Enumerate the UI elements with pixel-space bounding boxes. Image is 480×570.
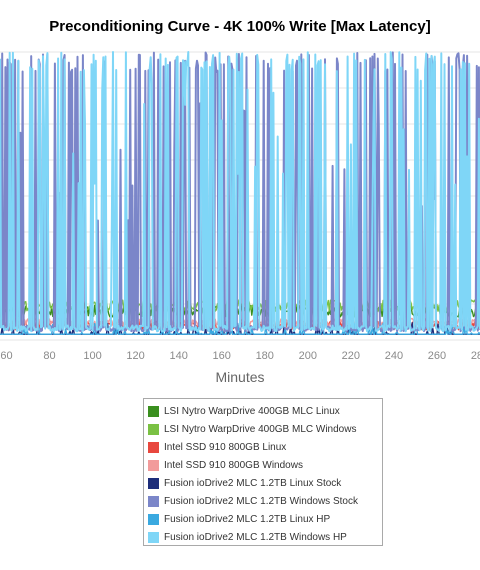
legend-item: Fusion ioDrive2 MLC 1.2TB Windows HP: [144, 528, 382, 546]
legend-swatch: [148, 405, 159, 417]
legend-item: Fusion ioDrive2 MLC 1.2TB Linux Stock: [144, 474, 382, 492]
legend-swatch: [148, 531, 159, 543]
legend-swatch: [148, 477, 159, 489]
series-line-fusion-iodrive2-mlc-1-2tb-linux-hp: [0, 322, 480, 335]
legend-label: Fusion ioDrive2 MLC 1.2TB Linux Stock: [164, 477, 342, 489]
x-tick-label: 100: [83, 350, 101, 362]
legend-swatch: [148, 423, 159, 435]
legend-label: Intel SSD 910 800GB Linux: [164, 441, 287, 453]
legend-item: Intel SSD 910 800GB Windows: [144, 456, 382, 474]
legend-label: Intel SSD 910 800GB Windows: [164, 459, 303, 471]
legend-label: Fusion ioDrive2 MLC 1.2TB Windows HP: [164, 531, 347, 543]
legend-swatch: [148, 459, 159, 471]
legend-item: LSI Nytro WarpDrive 400GB MLC Linux: [144, 402, 382, 420]
legend-label: LSI Nytro WarpDrive 400GB MLC Windows: [164, 423, 357, 435]
x-tick-label: 240: [385, 350, 403, 362]
x-tick-label: 80: [43, 350, 55, 362]
legend-swatch: [148, 441, 159, 453]
x-tick-label: 220: [342, 350, 360, 362]
legend-item: LSI Nytro WarpDrive 400GB MLC Windows: [144, 420, 382, 438]
chart-legend: LSI Nytro WarpDrive 400GB MLC Linux LSI N…: [143, 398, 383, 546]
legend-item: Intel SSD 910 800GB Linux: [144, 438, 382, 456]
legend-label: LSI Nytro WarpDrive 400GB MLC Linux: [164, 405, 340, 417]
x-tick-label: 160: [213, 350, 231, 362]
x-tick-label: 180: [256, 350, 274, 362]
legend-swatch: [148, 495, 159, 507]
legend-label: Fusion ioDrive2 MLC 1.2TB Windows Stock: [164, 495, 358, 507]
x-tick-label: 60: [0, 350, 12, 362]
x-tick-label: 200: [299, 350, 317, 362]
series-line-fusion-iodrive2-mlc-1-2tb-windows-hp: [0, 51, 480, 333]
x-axis-label: Minutes: [215, 369, 265, 385]
x-tick-label: 120: [126, 350, 144, 362]
legend-item: Fusion ioDrive2 MLC 1.2TB Linux HP: [144, 510, 382, 528]
legend-item: Fusion ioDrive2 MLC 1.2TB Windows Stock: [144, 492, 382, 510]
x-tick-label: 140: [169, 350, 187, 362]
x-tick-label: 260: [428, 350, 446, 362]
legend-label: Fusion ioDrive2 MLC 1.2TB Linux HP: [164, 513, 331, 525]
legend-swatch: [148, 513, 159, 525]
chart-title: Preconditioning Curve - 4K 100% Write [M…: [49, 18, 431, 35]
x-tick-label: 280: [471, 350, 480, 362]
